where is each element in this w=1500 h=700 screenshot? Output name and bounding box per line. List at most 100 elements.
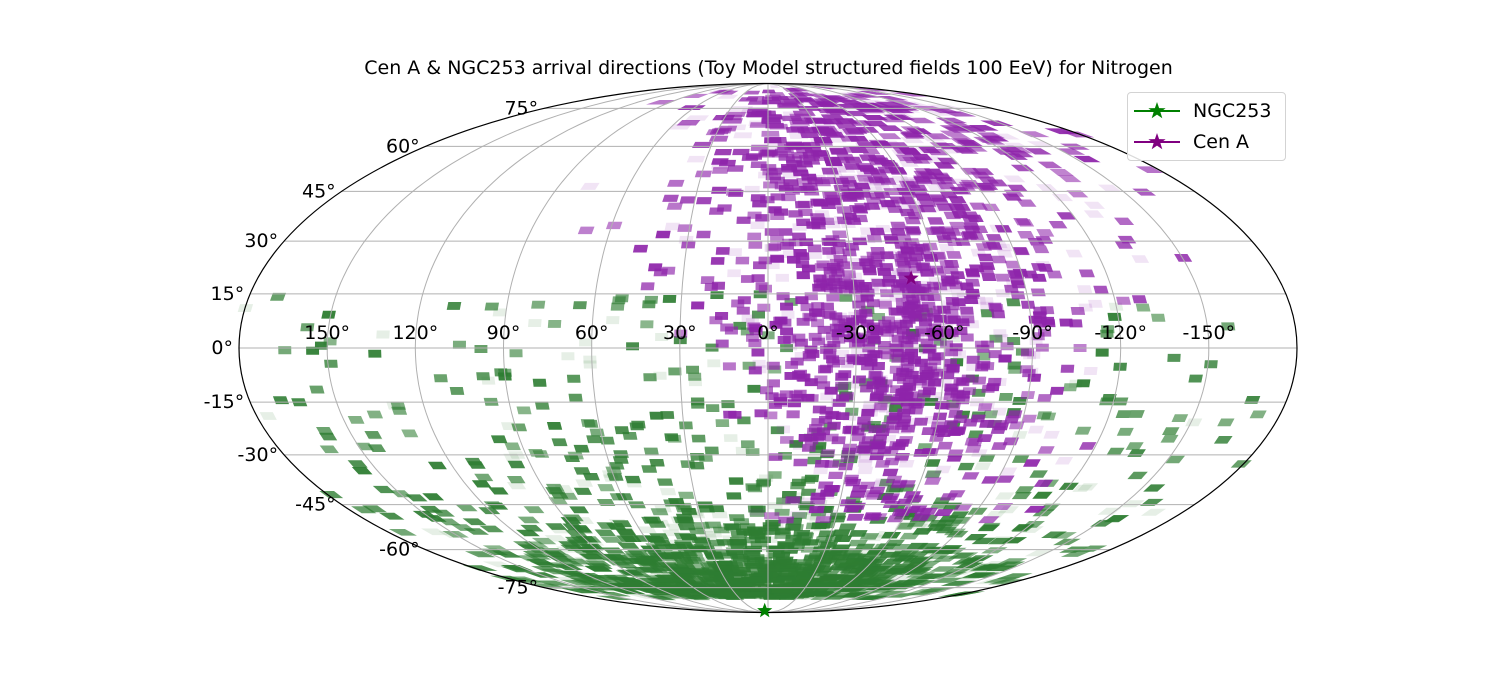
heatmap-cell	[781, 194, 797, 202]
heatmap-cell	[743, 529, 760, 537]
heatmap-cell	[606, 473, 624, 481]
heatmap-cell	[814, 263, 829, 271]
heatmap-cell	[900, 341, 914, 349]
heatmap-cell	[708, 207, 725, 215]
heatmap-cell	[765, 392, 779, 401]
heatmap-cell	[774, 398, 788, 407]
heatmap-cell	[998, 354, 1012, 363]
heatmap-cell	[813, 274, 827, 283]
heatmap-cell	[858, 455, 874, 463]
heatmap-cell	[842, 270, 857, 279]
heatmap-cell	[1070, 307, 1086, 315]
heatmap-cell	[551, 438, 568, 447]
heatmap-cell	[355, 442, 375, 451]
heatmap-cell	[877, 341, 891, 349]
heatmap-cell	[943, 420, 959, 429]
heatmap-cell	[950, 389, 965, 398]
heatmap-cell	[1037, 446, 1055, 454]
heatmap-cell	[917, 359, 931, 368]
heatmap-cell	[798, 434, 813, 442]
heatmap-cell	[799, 238, 814, 246]
heatmap-cell	[1033, 479, 1054, 487]
y-tick-label: 60°	[386, 135, 420, 157]
heatmap-cell	[715, 339, 729, 348]
heatmap-cell	[981, 476, 1000, 484]
heatmap-cell	[902, 285, 917, 293]
heatmap-cell	[839, 499, 857, 507]
heatmap-cell	[501, 566, 535, 573]
heatmap-cell	[911, 332, 925, 341]
heatmap-cell	[1029, 470, 1048, 478]
heatmap-cell	[751, 274, 765, 283]
heatmap-cell	[842, 248, 857, 257]
heatmap-cell	[945, 297, 960, 305]
heatmap-cell	[504, 578, 544, 584]
heatmap-cell	[824, 131, 846, 138]
heatmap-cell	[696, 230, 711, 239]
heatmap-cell	[828, 471, 844, 479]
heatmap-cell	[995, 334, 1009, 342]
heatmap-cell	[1083, 367, 1098, 375]
heatmap-cell	[776, 292, 790, 301]
heatmap-cell	[771, 96, 791, 101]
heatmap-cell	[801, 97, 825, 103]
heatmap-cell	[1078, 303, 1093, 312]
grid-meridian	[502, 83, 769, 613]
heatmap-cell	[1026, 141, 1056, 148]
heatmap-cell	[455, 504, 478, 512]
heatmap-cell	[949, 427, 966, 436]
heatmap-cell	[504, 442, 521, 451]
heatmap-cell	[787, 399, 802, 408]
heatmap-cell	[893, 223, 910, 232]
heatmap-cell	[1035, 261, 1052, 269]
heatmap-cell	[1217, 418, 1235, 427]
heatmap-cell	[679, 196, 696, 204]
heatmap-cell	[605, 577, 636, 583]
heatmap-cell	[862, 404, 877, 413]
heatmap-cell	[978, 454, 996, 462]
heatmap-cell	[900, 357, 914, 366]
heatmap-cell	[815, 516, 832, 523]
heatmap-cell	[678, 558, 700, 564]
heatmap-cell	[610, 589, 646, 594]
y-tick-label: -15°	[204, 391, 245, 413]
heatmap-cell	[715, 419, 730, 427]
heatmap-cell	[775, 273, 789, 282]
heatmap-cell	[778, 228, 793, 236]
heatmap-cell	[744, 562, 764, 569]
heatmap-cell	[895, 101, 932, 107]
heatmap-cell	[978, 265, 995, 274]
heatmap-cell	[994, 492, 1015, 500]
heatmap-cell	[1008, 365, 1022, 374]
heatmap-cell	[779, 563, 799, 569]
heatmap-cell	[886, 205, 904, 213]
heatmap-cell	[1078, 269, 1095, 278]
heatmap-cell	[649, 411, 664, 420]
heatmap-cell	[446, 302, 462, 310]
heatmap-cell	[729, 582, 753, 588]
heatmap-cell	[571, 526, 593, 534]
heatmap-cell	[1027, 350, 1041, 359]
heatmap-cell	[583, 360, 597, 369]
heatmap-cell	[914, 193, 933, 201]
heatmap-cell	[626, 342, 639, 351]
heatmap-cell	[471, 480, 492, 488]
heatmap-cell	[662, 194, 679, 202]
heatmap-cell	[601, 470, 619, 478]
heatmap-cell	[777, 336, 791, 344]
heatmap-cell	[877, 569, 904, 575]
heatmap-cell	[944, 316, 959, 325]
heatmap-cell	[710, 257, 725, 265]
heatmap-cell	[900, 399, 915, 408]
heatmap-cell	[769, 320, 783, 329]
heatmap-cell	[891, 334, 905, 343]
heatmap-cell	[648, 263, 663, 272]
heatmap-cell	[829, 323, 843, 332]
heatmap-cell	[691, 536, 711, 543]
heatmap-cell	[990, 426, 1007, 434]
heatmap-cell	[584, 565, 613, 572]
heatmap-cell	[569, 506, 589, 514]
heatmap-cell	[784, 372, 798, 380]
heatmap-cell	[830, 246, 845, 255]
